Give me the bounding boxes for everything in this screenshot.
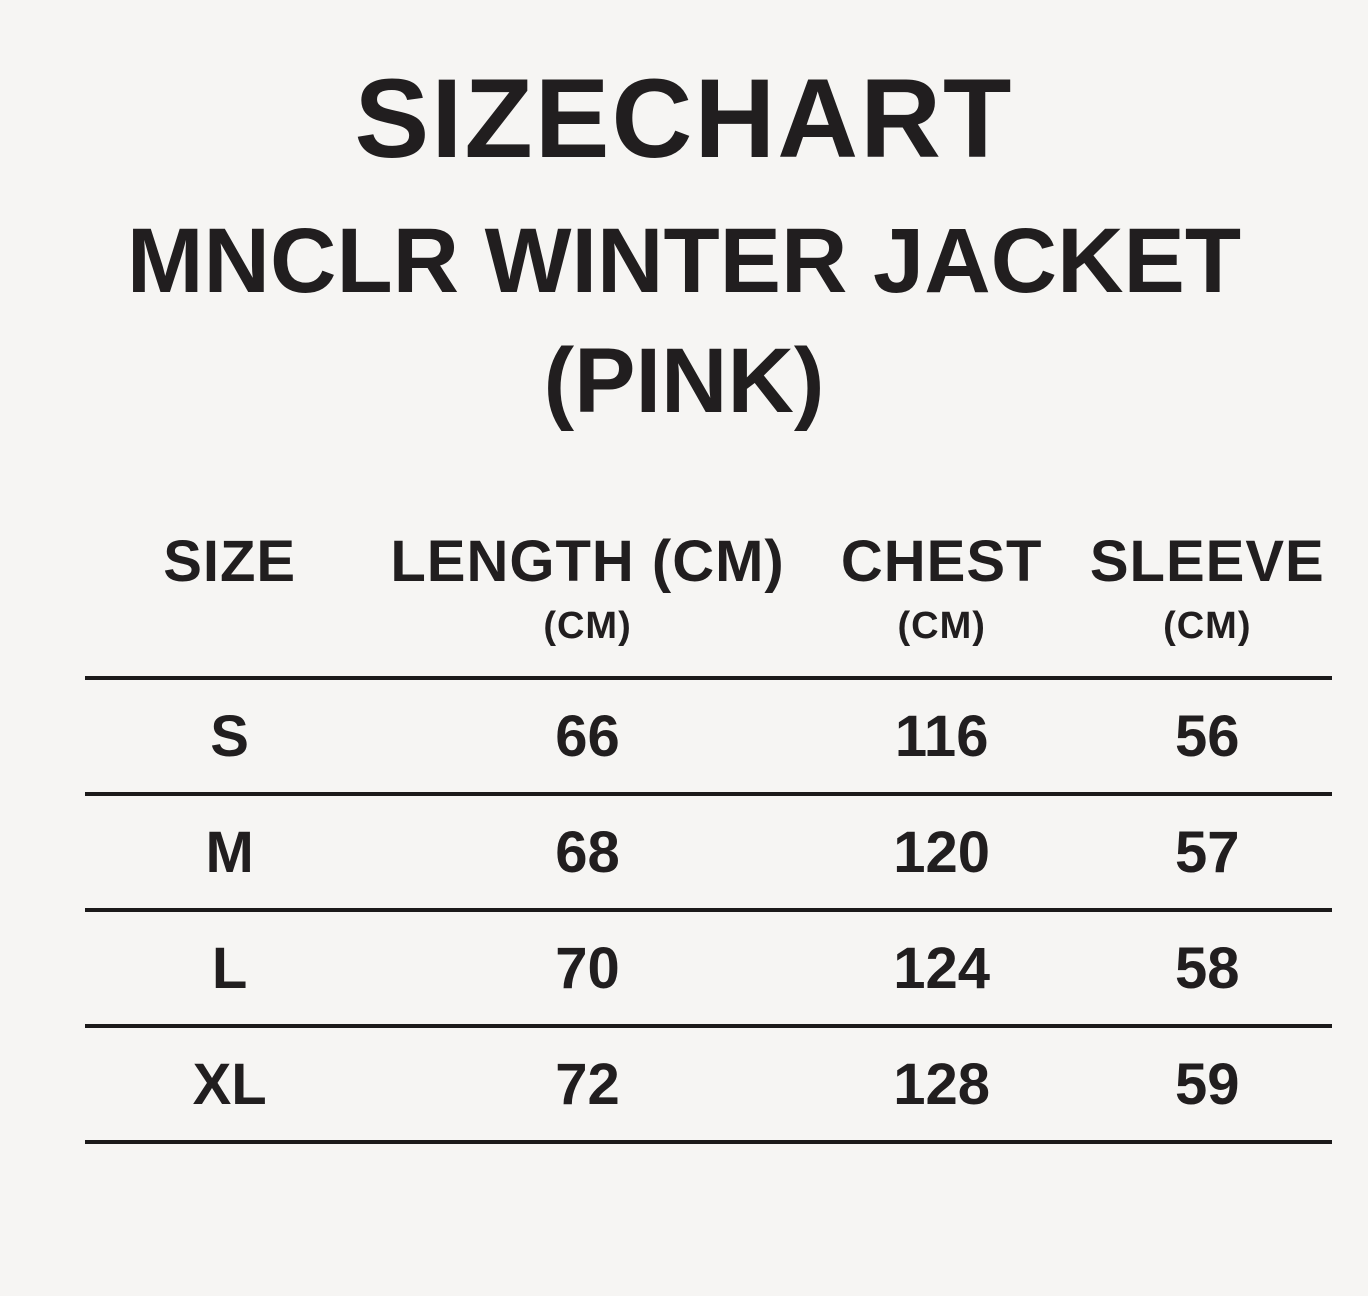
sleeve-cell: 58 [1175,935,1240,1001]
product-name: MNCLR WINTER JACKET [126,210,1242,312]
length-cell: 72 [555,1051,620,1117]
sleeve-cell: 57 [1175,819,1240,885]
length-cell: 66 [555,703,620,769]
chest-cell: 116 [894,703,989,769]
length-cell: 68 [555,819,620,885]
table-header-row: SIZE LENGTH (CM) CHEST SLEEVE [85,528,1332,595]
size-cell: M [205,819,254,885]
product-color: (PINK) [543,330,825,432]
table-row-l: L 70 124 58 [85,908,1332,1024]
column-header-size: SIZE [163,529,297,594]
unit-chest: (CM) [897,605,986,647]
unit-sleeve: (CM) [1163,605,1252,647]
sleeve-cell: 59 [1175,1051,1240,1117]
table-row-xl: XL 72 128 59 [85,1024,1332,1140]
column-header-sleeve: SLEEVE [1089,529,1325,594]
chest-cell: 128 [893,1051,991,1117]
size-cell: XL [192,1051,267,1117]
table-unit-row: (CM) (CM) (CM) [85,605,1332,648]
unit-length: (CM) [543,605,632,647]
table-row-m: M 68 120 57 [85,792,1332,908]
chest-cell: 124 [893,935,991,1001]
column-header-chest: CHEST [840,529,1043,594]
unit-size [85,605,374,648]
length-cell: 70 [555,935,620,1001]
page-title: SIZECHART [354,56,1014,181]
table-row-s: S 66 116 56 [85,676,1332,792]
title-block: SIZECHART MNCLR WINTER JACKET (PINK) [0,0,1368,440]
sleeve-cell: 56 [1175,703,1240,769]
column-header-length: LENGTH (CM) [390,529,785,594]
size-cell: S [210,703,249,769]
size-cell: L [211,935,248,1001]
chest-cell: 120 [893,819,991,885]
table-body: S 66 116 56 M 68 120 57 L 70 124 58 XL 7… [85,676,1332,1144]
size-chart-table: SIZE LENGTH (CM) CHEST SLEEVE (CM) (CM) … [85,528,1332,1144]
